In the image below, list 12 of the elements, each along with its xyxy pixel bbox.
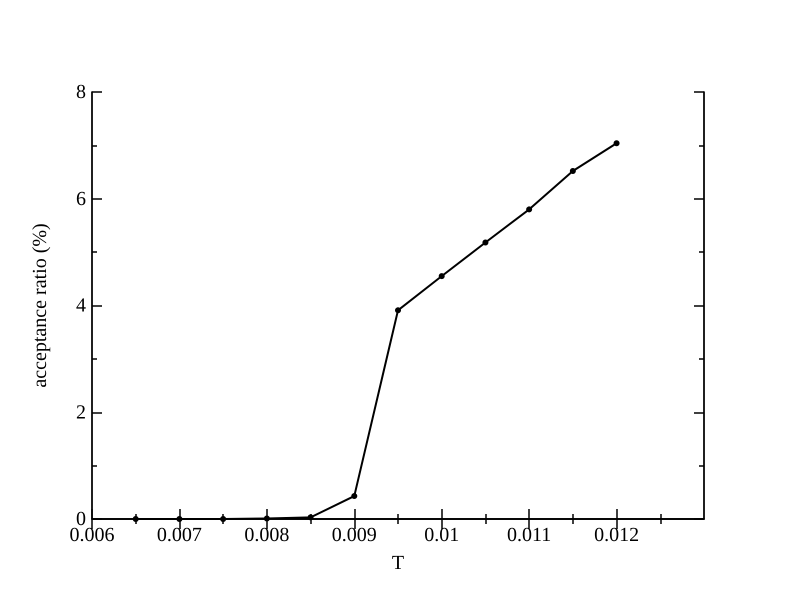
x-tick-label: 0.012 [594, 524, 640, 546]
x-axis-title: T [392, 552, 404, 574]
x-tick-label: 0.008 [244, 524, 290, 546]
y-axis-title: acceptance ratio (%) [29, 223, 51, 388]
x-tick-label: 0.011 [507, 524, 552, 546]
x-tick-label: 0.01 [424, 524, 460, 546]
y-tick-label: 8 [76, 81, 86, 103]
y-tick-label: 4 [76, 294, 86, 316]
x-tick-label: 0.007 [156, 524, 202, 546]
y-tick-label: 6 [76, 188, 86, 210]
y-tick-label: 2 [76, 401, 86, 424]
x-tick-label: 0.009 [332, 524, 377, 546]
